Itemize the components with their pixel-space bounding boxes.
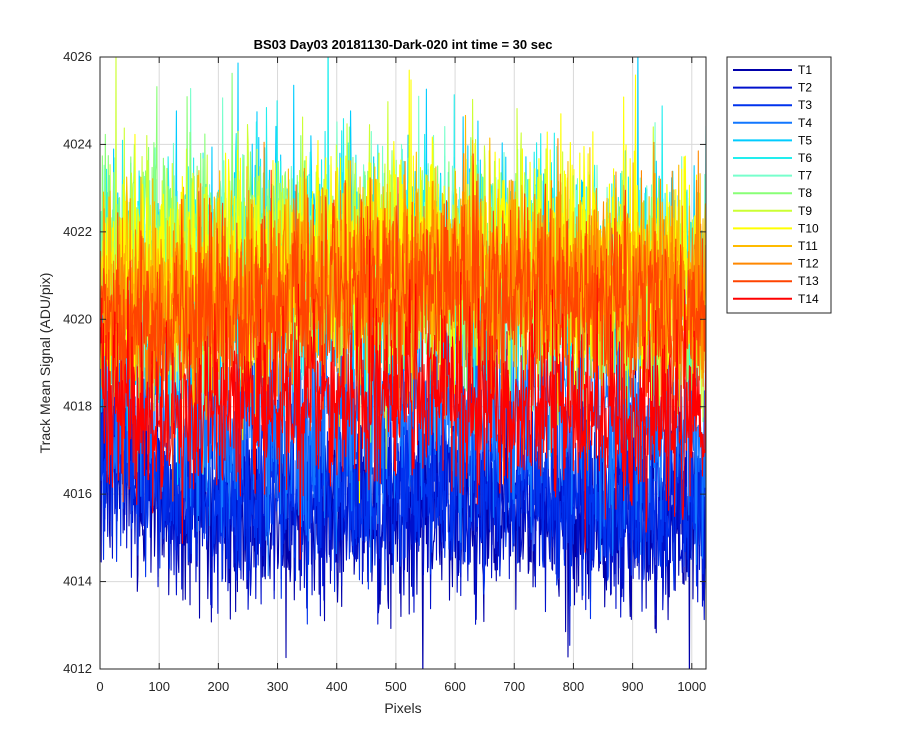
legend-entry-t2: T2 bbox=[733, 81, 812, 95]
legend-entry-t4: T4 bbox=[733, 116, 812, 130]
x-tick-label: 700 bbox=[503, 679, 525, 694]
legend-entry-t1: T1 bbox=[733, 63, 812, 77]
x-tick-label: 500 bbox=[385, 679, 407, 694]
legend-label: T10 bbox=[798, 221, 819, 235]
series-line-t12 bbox=[100, 138, 706, 439]
y-tick-label: 4016 bbox=[63, 486, 92, 501]
legend-label: T8 bbox=[798, 186, 812, 200]
x-tick-label: 800 bbox=[563, 679, 585, 694]
legend-entry-t10: T10 bbox=[733, 221, 819, 235]
x-tick-label: 900 bbox=[622, 679, 644, 694]
plot-frame bbox=[99, 56, 707, 670]
series-line-t13 bbox=[100, 153, 706, 503]
legend-box bbox=[726, 56, 832, 314]
legend: T1 T2 T3 T4 T5 T6 T7 T8 T9 T10 T11 T12 T13 T14 bbox=[726, 56, 832, 314]
legend-label: T1 bbox=[798, 63, 812, 77]
legend-entry-t12: T12 bbox=[733, 257, 819, 271]
legend-entry-t6: T6 bbox=[733, 151, 812, 165]
legend-label: T7 bbox=[798, 169, 812, 183]
legend-label: T4 bbox=[798, 116, 812, 130]
legend-label: T13 bbox=[798, 274, 819, 288]
legend-entry-t5: T5 bbox=[733, 133, 812, 147]
x-tick-label: 200 bbox=[208, 679, 230, 694]
legend-entry-t13: T13 bbox=[733, 274, 819, 288]
series-lines bbox=[100, 57, 706, 669]
axis-ticks bbox=[99, 56, 706, 670]
legend-label: T2 bbox=[798, 81, 812, 95]
legend-label: T5 bbox=[798, 133, 812, 147]
y-tick-label: 4018 bbox=[63, 399, 92, 414]
x-axis-label: Pixels bbox=[384, 700, 421, 716]
legend-entry-t8: T8 bbox=[733, 186, 812, 200]
x-tick-labels: 0 100 200 300 400 500 600 700 800 900 1000 bbox=[96, 679, 706, 694]
legend-entry-t7: T7 bbox=[733, 169, 812, 183]
y-tick-label: 4022 bbox=[63, 224, 92, 239]
legend-entry-t3: T3 bbox=[733, 98, 812, 112]
x-tick-label: 1000 bbox=[677, 679, 706, 694]
legend-label: T12 bbox=[798, 257, 819, 271]
legend-label: T6 bbox=[798, 151, 812, 165]
chart-title: BS03 Day03 20181130-Dark-020 int time = … bbox=[254, 37, 553, 52]
x-tick-label: 600 bbox=[444, 679, 466, 694]
y-tick-label: 4026 bbox=[63, 49, 92, 64]
series-line-t14 bbox=[100, 239, 706, 560]
legend-entry-t9: T9 bbox=[733, 204, 812, 218]
y-tick-label: 4024 bbox=[63, 136, 92, 151]
legend-label: T3 bbox=[798, 98, 812, 112]
x-tick-label: 400 bbox=[326, 679, 348, 694]
legend-entry-t11: T11 bbox=[733, 239, 818, 253]
y-tick-label: 4014 bbox=[63, 574, 92, 589]
y-tick-labels: 4012 4014 4016 4018 4020 4022 4024 4026 bbox=[63, 49, 92, 676]
legend-entry-t14: T14 bbox=[733, 292, 819, 306]
y-tick-label: 4012 bbox=[63, 661, 92, 676]
legend-label: T9 bbox=[798, 204, 812, 218]
x-tick-label: 0 bbox=[96, 679, 103, 694]
y-axis-label: Track Mean Signal (ADU/pix) bbox=[37, 273, 53, 454]
x-tick-label: 300 bbox=[267, 679, 289, 694]
x-tick-label: 100 bbox=[148, 679, 170, 694]
legend-label: T14 bbox=[798, 292, 819, 306]
legend-label: T11 bbox=[798, 239, 818, 253]
y-tick-label: 4020 bbox=[63, 311, 92, 326]
